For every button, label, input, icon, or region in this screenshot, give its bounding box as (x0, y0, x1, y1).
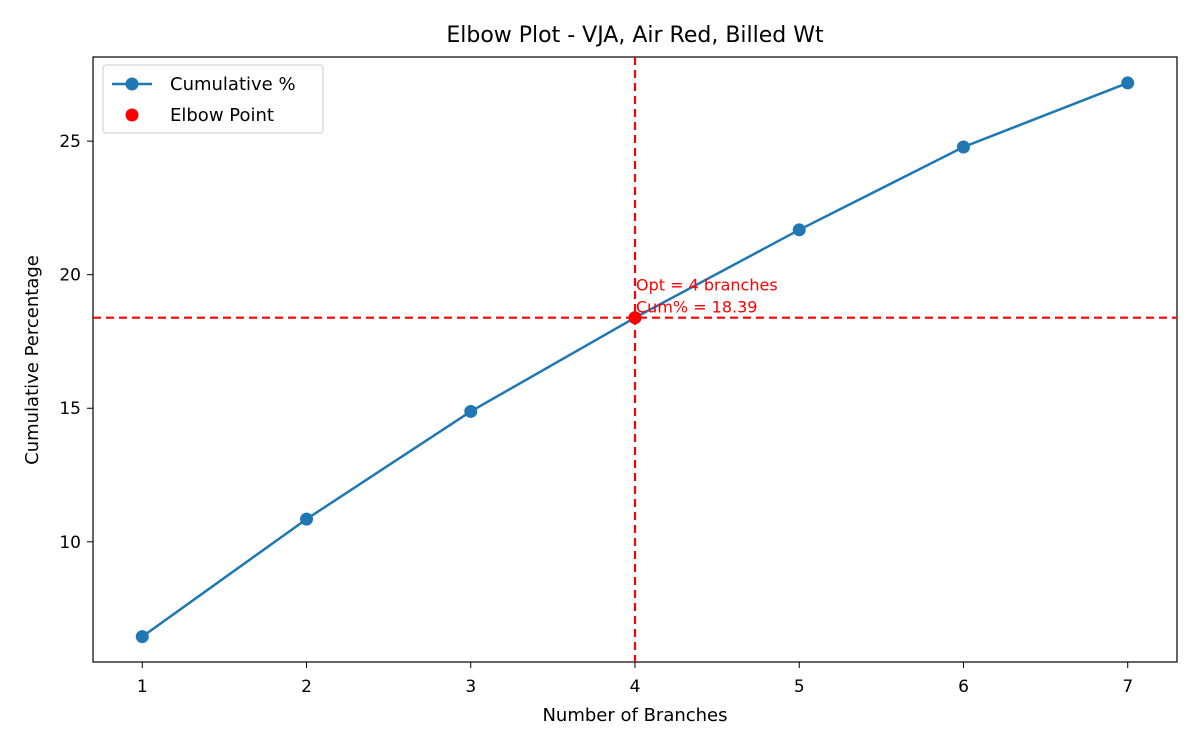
data-point (135, 630, 149, 644)
x-tick-label: 6 (958, 677, 969, 697)
chart-title: Elbow Plot - VJA, Air Red, Billed Wt (446, 23, 824, 48)
y-tick-label: 10 (59, 533, 81, 553)
x-tick-label: 7 (1122, 677, 1133, 697)
y-tick-label: 25 (59, 132, 81, 152)
data-point (1121, 76, 1135, 90)
data-point (464, 404, 478, 418)
legend-elbow-label: Elbow Point (170, 105, 274, 126)
x-tick-label: 1 (137, 677, 148, 697)
plot-area: 1 2 3 4 5 6 7 10 15 20 25 Opt = 4 branches Cum% = 18… (59, 56, 1178, 697)
legend-elbow-dot (125, 108, 139, 122)
legend-box (102, 64, 324, 134)
legend: Cumulative % Elbow Point (102, 64, 324, 134)
x-tick-label: 3 (465, 677, 476, 697)
x-tick-label: 2 (301, 677, 312, 697)
legend-series-dot (125, 77, 139, 91)
legend-series-label: Cumulative % (170, 74, 296, 95)
elbow-point (628, 311, 642, 325)
y-tick-label: 20 (59, 266, 81, 286)
x-tick-label: 5 (794, 677, 805, 697)
x-tick-label: 4 (630, 677, 641, 697)
y-axis-label: Cumulative Percentage (22, 255, 43, 465)
y-tick-label: 15 (59, 399, 81, 419)
annotation-line2: Cum% = 18.39 (636, 298, 757, 317)
x-axis-label: Number of Branches (542, 705, 727, 726)
data-point (792, 223, 806, 237)
data-point (300, 512, 314, 526)
data-point (956, 140, 970, 154)
annotation-line1: Opt = 4 branches (636, 276, 778, 295)
